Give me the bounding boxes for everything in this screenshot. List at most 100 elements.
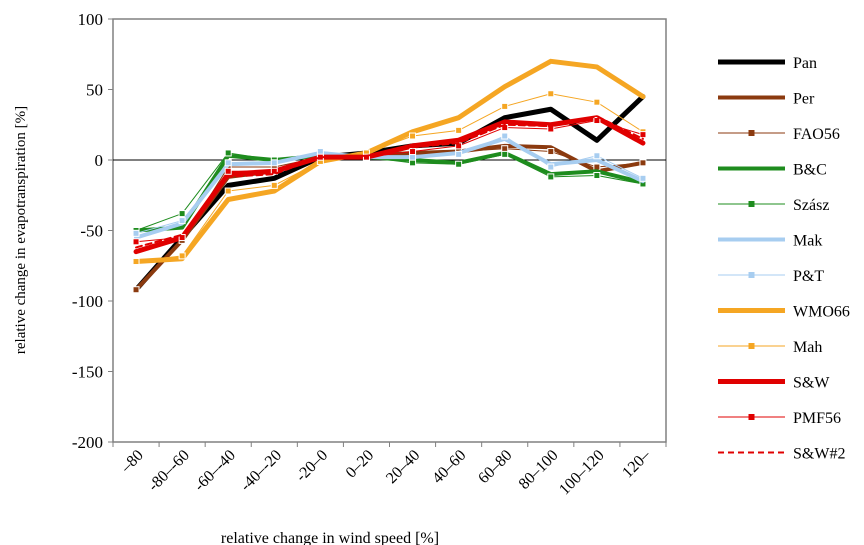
y-axis-label: relative change in evapotranspiration [%… [13,106,29,354]
legend-item-pmf56: PMF56 [718,410,841,427]
data-point [270,167,278,175]
data-point [547,163,555,171]
y-axis: 100 50 0 -50 -100 -150 -200 [72,10,113,452]
data-point [270,159,278,167]
legend-label: FAO56 [793,126,840,143]
legend-item-per: Per [718,91,815,108]
legend-marker [748,130,755,136]
data-point [132,258,140,266]
legend-item-pandt: P&T [718,268,824,285]
data-point [270,181,278,189]
legend-marker [748,272,755,278]
x-tick-label: 20–40 [383,447,423,487]
legend-item-sz-sz: Szász [718,197,829,214]
data-point [409,148,417,156]
legend-marker [748,414,755,420]
data-point [593,163,601,171]
data-point [132,238,140,246]
x-tick-label: -60–-40 [191,447,239,495]
legend-marker [748,343,755,349]
legend-label: Pan [793,55,817,72]
series-lines [132,58,647,294]
legend-item-sandw: S&W [718,375,830,392]
data-point [593,117,601,125]
data-point [593,152,601,160]
x-tick-label: -80–-60 [145,447,193,495]
legend-item-fao56: FAO56 [718,126,840,143]
x-tick-label: -20–0 [293,447,331,485]
data-point [362,153,370,161]
legend-marker [748,201,755,207]
legend-label: Mak [793,233,822,250]
data-point [547,90,555,98]
data-point [178,217,186,225]
x-axis-label: relative change in wind speed [%] [221,530,439,545]
data-point [409,153,417,161]
data-point [132,286,140,294]
series-line [135,120,644,243]
data-point [409,132,417,140]
data-point [501,132,509,140]
data-point [178,252,186,260]
data-point [224,167,232,175]
data-point [639,159,647,167]
series-line [135,115,644,249]
legend-label: S&W [793,375,830,392]
data-point [224,149,232,157]
data-point [501,102,509,110]
legend-item-wmo66: WMO66 [718,304,850,321]
data-point [455,126,463,134]
legend-label: P&T [793,268,824,285]
legend-label: Mah [793,339,822,356]
legend-item-bandc: B&C [718,162,827,179]
y-tick-label: 50 [86,81,103,100]
series-line [133,58,646,265]
y-tick-label: -50 [80,222,103,241]
y-tick-label: 0 [95,151,104,170]
legend-item-mak: Mak [718,233,822,250]
series-line [135,152,644,231]
legend-item-pan: Pan [718,55,817,72]
y-tick-label: -100 [72,292,103,311]
legend-item-mah: Mah [718,339,822,356]
legend-label: Per [793,91,815,108]
x-tick-label: 0–20 [343,447,378,482]
data-point [639,174,647,182]
legend-label: WMO66 [793,304,850,321]
data-point [224,187,232,195]
data-point [178,210,186,218]
x-tick-label: 40–60 [429,447,469,487]
data-point [593,172,601,180]
legend-label: PMF56 [793,410,841,427]
legend-label: Szász [793,197,829,214]
legend: Pan Per FAO56 B&C Szász Mak P&T WMO66 Mah S&W PMF5… [718,55,850,463]
data-point [547,173,555,181]
x-tick-label: 100–120 [556,447,608,499]
series-wmo66 [133,58,646,265]
data-point [409,159,417,167]
data-point [224,159,232,167]
y-tick-label: -200 [72,433,103,452]
data-point [593,98,601,106]
data-point [132,229,140,237]
x-tick-label: 60–80 [475,447,515,487]
data-point [455,150,463,158]
x-tick-label: 120– [619,446,654,481]
data-point [178,234,186,242]
data-point [455,160,463,168]
data-point [501,150,509,158]
series-sandw-2 [135,115,644,249]
data-point [316,148,324,156]
series-line [135,93,644,263]
data-point [639,131,647,139]
x-tick-label: -40–-20 [237,447,285,495]
y-tick-label: 100 [78,10,104,29]
data-point [501,145,509,153]
plot-area [112,18,667,443]
data-point [547,148,555,156]
legend-item-sandw-2: S&W#2 [718,446,845,463]
y-tick-label: -150 [72,363,103,382]
series-line [135,135,644,234]
legend-label: S&W#2 [793,446,845,463]
